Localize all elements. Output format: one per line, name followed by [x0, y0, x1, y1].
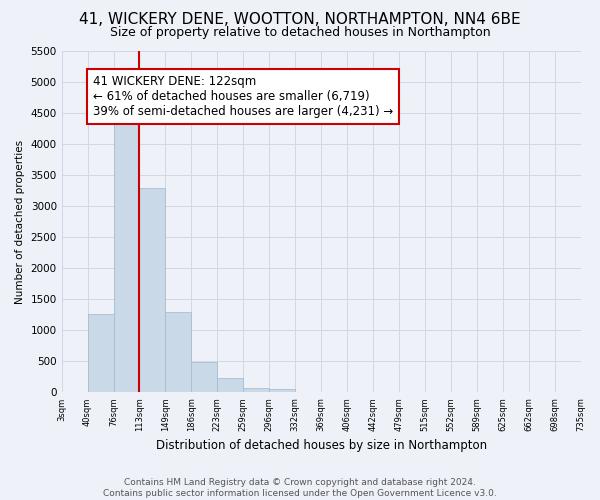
Text: 41, WICKERY DENE, WOOTTON, NORTHAMPTON, NN4 6BE: 41, WICKERY DENE, WOOTTON, NORTHAMPTON, … — [79, 12, 521, 28]
Bar — [139, 188, 166, 392]
Text: Size of property relative to detached houses in Northampton: Size of property relative to detached ho… — [110, 26, 490, 39]
Bar — [217, 378, 243, 392]
Text: Contains HM Land Registry data © Crown copyright and database right 2024.
Contai: Contains HM Land Registry data © Crown c… — [103, 478, 497, 498]
Bar — [113, 123, 139, 392]
Bar — [191, 362, 217, 392]
Y-axis label: Number of detached properties: Number of detached properties — [15, 140, 25, 304]
Bar — [166, 312, 191, 392]
Bar — [243, 388, 269, 392]
X-axis label: Distribution of detached houses by size in Northampton: Distribution of detached houses by size … — [155, 440, 487, 452]
Bar — [88, 314, 113, 392]
Bar — [269, 390, 295, 392]
Text: 41 WICKERY DENE: 122sqm
← 61% of detached houses are smaller (6,719)
39% of semi: 41 WICKERY DENE: 122sqm ← 61% of detache… — [93, 76, 393, 118]
